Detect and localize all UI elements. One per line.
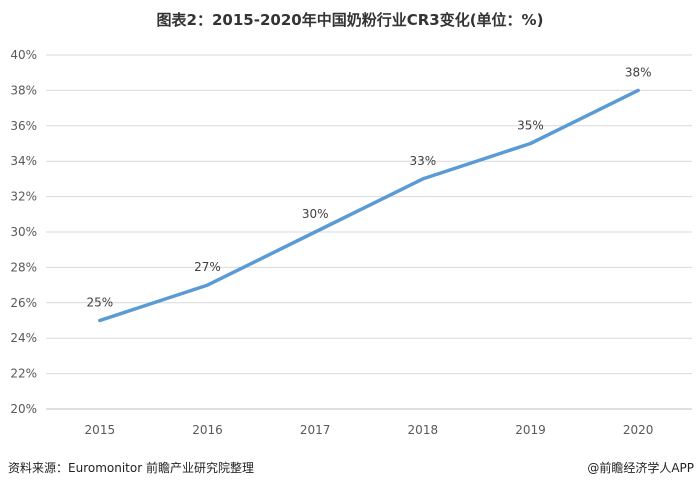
x-tick-label: 2019 <box>515 423 546 437</box>
data-labels: 25% 27% 30% 33% 35% 38% <box>86 65 651 309</box>
x-axis: 2015 2016 2017 2018 2019 2020 <box>85 423 654 437</box>
data-point <box>529 142 532 145</box>
x-tick-label: 2015 <box>85 423 116 437</box>
y-tick-label: 34% <box>10 154 37 168</box>
series-line-path <box>98 88 640 323</box>
y-tick-label: 32% <box>10 190 37 204</box>
x-tick-label: 2020 <box>623 423 654 437</box>
y-tick-label: 36% <box>10 119 37 133</box>
data-point <box>98 319 102 322</box>
y-tick-label: 40% <box>10 48 37 62</box>
series-line <box>98 88 640 323</box>
y-axis-ticks: 20% 22% 24% 26% 28% 30% 32% 34% 36% 38% 40% <box>10 48 37 416</box>
data-label: 33% <box>409 154 436 168</box>
y-tick-label: 26% <box>10 296 37 310</box>
gridlines <box>46 54 692 410</box>
data-point <box>313 230 317 234</box>
data-point <box>421 177 425 181</box>
x-tick-label: 2016 <box>192 423 223 437</box>
data-point <box>636 88 640 92</box>
data-label: 30% <box>302 207 329 221</box>
y-tick-label: 28% <box>10 260 37 274</box>
y-tick-label: 30% <box>10 225 37 239</box>
data-point <box>206 283 209 287</box>
footer: 资料来源：Euromonitor 前瞻产业研究院整理 @前瞻经济学人APP <box>8 459 694 479</box>
chart-title: 图表2：2015-2020年中国奶粉行业CR3变化(单位：%) <box>156 11 544 29</box>
source-note: 资料来源：Euromonitor 前瞻产业研究院整理 <box>8 461 254 475</box>
x-tick-label: 2017 <box>300 423 331 437</box>
data-label: 35% <box>517 119 544 133</box>
y-tick-label: 20% <box>10 402 37 416</box>
x-tick-label: 2018 <box>408 423 439 437</box>
y-tick-label: 22% <box>10 367 37 381</box>
data-label: 25% <box>86 296 113 310</box>
data-label: 38% <box>625 65 652 79</box>
credit: @前瞻经济学人APP <box>587 461 694 475</box>
data-label: 27% <box>194 260 221 274</box>
y-tick-label: 24% <box>10 331 37 345</box>
y-tick-label: 38% <box>10 83 37 97</box>
